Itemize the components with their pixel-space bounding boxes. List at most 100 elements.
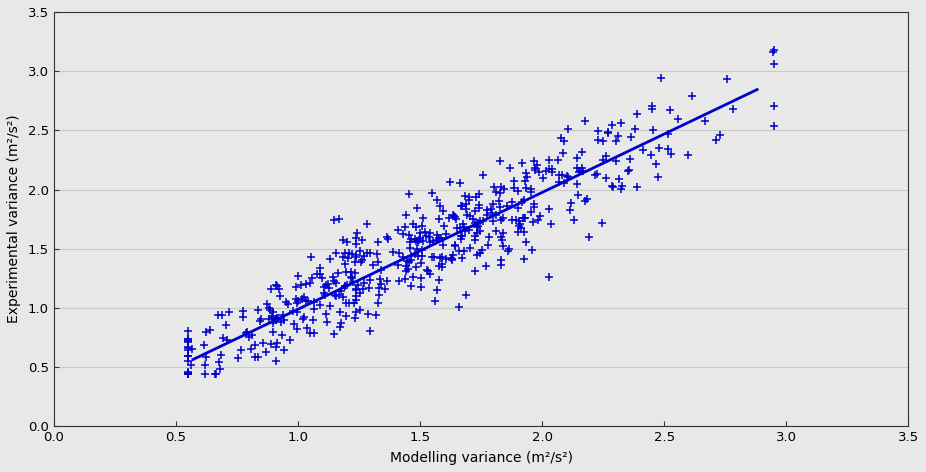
Point [622, 156, 637, 163]
Point [459, 211, 474, 219]
Point [310, 270, 325, 278]
Point [684, 92, 699, 100]
Point [409, 245, 424, 253]
Point [395, 230, 410, 237]
Point [469, 223, 484, 231]
Point [214, 351, 229, 359]
Point [287, 320, 302, 327]
Point [401, 258, 416, 266]
Point [380, 233, 394, 240]
Point [468, 232, 482, 240]
Point [574, 164, 589, 172]
Point [461, 226, 476, 234]
Point [327, 216, 342, 224]
Point [483, 205, 498, 213]
Point [419, 232, 434, 239]
Point [530, 161, 544, 169]
Point [341, 254, 356, 261]
Point [621, 166, 636, 173]
Point [517, 228, 532, 236]
Point [327, 277, 342, 285]
Point [709, 136, 724, 143]
Point [510, 187, 525, 194]
Point [455, 202, 469, 210]
Point [332, 215, 346, 223]
Point [519, 169, 533, 177]
Point [413, 234, 428, 242]
Point [697, 118, 712, 125]
Point [380, 278, 394, 285]
Point [502, 165, 517, 172]
Point [370, 258, 385, 265]
Point [528, 165, 543, 172]
Point [493, 203, 507, 211]
Point [569, 165, 584, 172]
Point [213, 365, 228, 372]
Point [469, 194, 483, 201]
Point [303, 329, 318, 337]
Point [430, 236, 444, 244]
Point [576, 168, 591, 175]
Point [494, 183, 508, 190]
Point [221, 308, 236, 315]
Point [428, 297, 443, 305]
Point [458, 205, 473, 213]
Point [569, 154, 584, 161]
Point [495, 229, 510, 236]
Point [661, 130, 676, 137]
Point [432, 276, 446, 284]
Point [406, 220, 420, 228]
Point [424, 189, 439, 197]
Point [457, 228, 472, 235]
Point [517, 196, 532, 204]
Point [338, 282, 353, 290]
Point [712, 132, 727, 139]
Point [398, 275, 413, 283]
Point [408, 223, 423, 231]
Point [544, 220, 559, 228]
Point [470, 222, 485, 229]
Point [486, 183, 501, 191]
Point [402, 191, 417, 198]
Point [335, 253, 350, 261]
Point [400, 265, 415, 272]
Point [299, 280, 314, 288]
Point [181, 337, 195, 345]
Point [294, 295, 309, 303]
Point [413, 230, 428, 237]
Point [207, 371, 222, 378]
Point [556, 149, 570, 156]
Point [299, 298, 314, 305]
Point [449, 215, 464, 223]
Point [272, 286, 287, 293]
Point [598, 174, 613, 181]
Point [562, 206, 577, 214]
Point [415, 222, 430, 230]
Point [181, 335, 195, 342]
Point [301, 297, 316, 305]
Point [295, 315, 310, 323]
Point [598, 152, 613, 160]
Point [392, 250, 407, 257]
Point [262, 315, 277, 323]
Point [670, 115, 685, 122]
Point [395, 253, 410, 260]
Point [342, 299, 357, 307]
Point [516, 215, 531, 222]
Point [419, 267, 434, 274]
Point [559, 172, 574, 180]
Point [316, 289, 331, 296]
Point [445, 211, 460, 219]
Point [342, 250, 357, 257]
Point [248, 342, 263, 349]
Point [526, 218, 541, 226]
Point [386, 249, 401, 256]
Point [378, 286, 393, 293]
Point [183, 361, 198, 369]
Point [457, 247, 471, 255]
Point [494, 257, 508, 264]
Point [289, 299, 304, 306]
Point [620, 167, 635, 175]
Point [289, 308, 304, 316]
Point [458, 200, 473, 208]
